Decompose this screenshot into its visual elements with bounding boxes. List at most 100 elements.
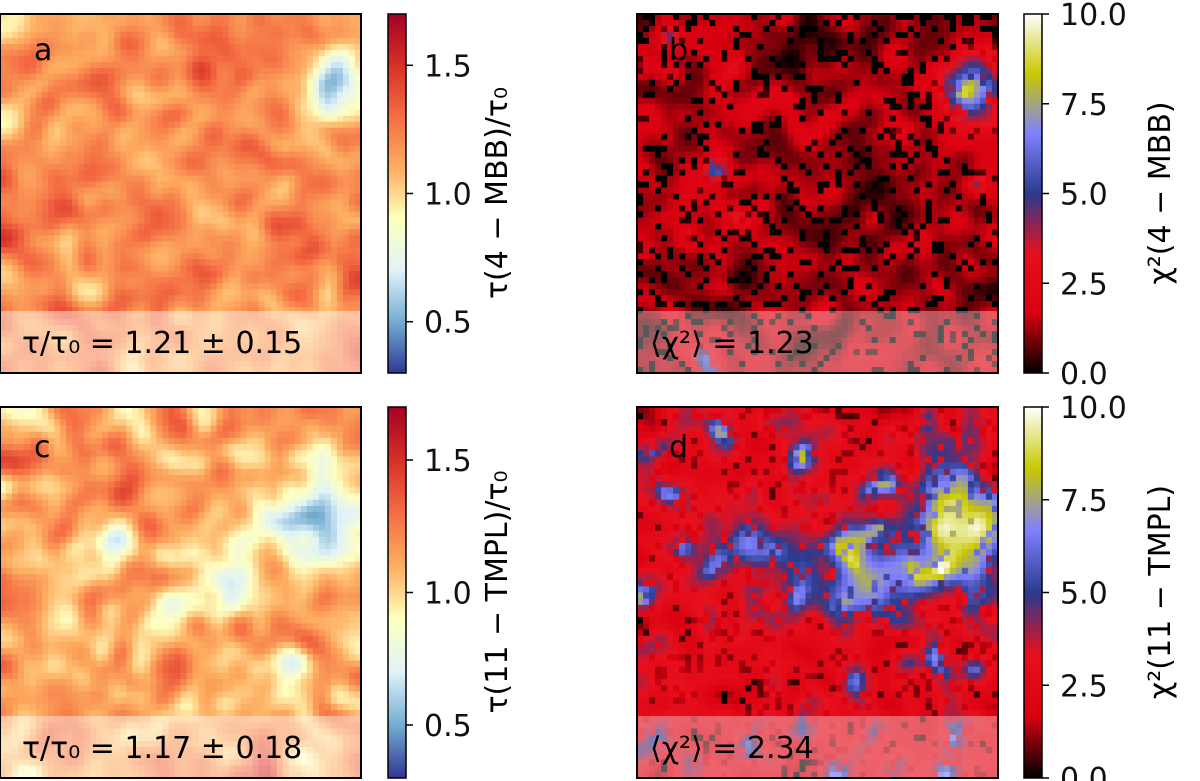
heatmap-cell — [324, 211, 332, 219]
heatmap-cell — [48, 355, 55, 362]
heatmap-cell — [72, 199, 79, 207]
heatmap-cell — [36, 43, 43, 51]
heatmap-cell — [198, 325, 206, 332]
heatmap-cell — [120, 265, 127, 272]
heatmap-cell — [324, 31, 332, 39]
heatmap-cell — [967, 55, 975, 63]
heatmap-cell — [138, 277, 145, 284]
heatmap-cell — [877, 61, 885, 69]
heatmap-cell — [180, 139, 188, 147]
heatmap-cell — [204, 295, 212, 302]
heatmap-cell — [210, 241, 218, 248]
heatmap-cell — [330, 91, 338, 99]
heatmap-cell — [234, 73, 242, 81]
heatmap-cell — [60, 301, 67, 308]
heatmap-cell — [144, 97, 152, 105]
heatmap-cell — [931, 127, 939, 135]
heatmap-cell — [871, 103, 879, 111]
heatmap-cell — [252, 133, 260, 141]
heatmap-cell — [198, 85, 206, 93]
heatmap-cell — [288, 97, 296, 105]
heatmap-cell — [12, 253, 19, 260]
heatmap-cell — [18, 307, 25, 314]
heatmap-cell — [162, 211, 170, 219]
heatmap-cell — [78, 163, 85, 171]
heatmap-cell — [294, 319, 302, 326]
heatmap-cell — [258, 217, 266, 225]
heatmap-cell — [126, 271, 133, 278]
heatmap-cell — [192, 61, 200, 69]
heatmap-cell — [667, 127, 674, 135]
heatmap-cell — [18, 301, 25, 308]
heatmap-cell — [36, 367, 43, 374]
heatmap-cell — [330, 319, 338, 326]
heatmap-cell — [709, 19, 716, 27]
heatmap-cell — [144, 145, 152, 153]
heatmap-cell — [276, 367, 284, 374]
heatmap-cell — [144, 163, 152, 171]
heatmap-cell — [258, 295, 266, 302]
heatmap-cell — [30, 181, 37, 189]
heatmap-cell — [108, 19, 115, 27]
heatmap-cell — [6, 73, 13, 81]
heatmap-cell — [162, 109, 170, 117]
heatmap-cell — [210, 61, 218, 69]
heatmap-cell — [973, 55, 981, 63]
heatmap-cell — [949, 139, 957, 147]
heatmap-cell — [36, 301, 43, 308]
heatmap-cell — [643, 31, 650, 39]
heatmap-cell — [961, 19, 969, 27]
heatmap-cell — [901, 103, 909, 111]
heatmap-cell — [270, 349, 278, 356]
heatmap-cell — [120, 37, 127, 45]
heatmap-cell — [90, 313, 97, 320]
heatmap-cell — [727, 19, 734, 27]
heatmap-cell — [96, 25, 103, 33]
heatmap-cell — [156, 199, 164, 207]
heatmap-cell — [144, 139, 152, 147]
heatmap-cell — [30, 55, 37, 63]
heatmap-cell — [931, 67, 939, 75]
heatmap-cell — [312, 157, 320, 165]
heatmap-cell — [745, 25, 752, 33]
heatmap-cell — [288, 199, 296, 207]
heatmap-cell — [294, 361, 302, 368]
heatmap-cell — [198, 187, 206, 195]
heatmap-cell — [168, 145, 176, 153]
heatmap-cell — [84, 25, 91, 33]
heatmap-cell — [342, 367, 350, 374]
heatmap-cell — [354, 349, 362, 356]
heatmap-cell — [264, 121, 272, 129]
heatmap-cell — [781, 127, 789, 135]
heatmap-cell — [258, 283, 266, 290]
heatmap-cell — [847, 67, 855, 75]
heatmap-cell — [288, 265, 296, 272]
heatmap-cell — [144, 19, 152, 27]
heatmap-cell — [306, 355, 314, 362]
heatmap-cell — [823, 73, 831, 81]
heatmap-cell — [102, 325, 109, 332]
heatmap-cell — [925, 109, 933, 117]
heatmap-cell — [102, 31, 109, 39]
heatmap-cell — [174, 157, 182, 165]
heatmap-cell — [66, 49, 73, 57]
heatmap-cell — [781, 85, 789, 93]
heatmap-cell — [859, 55, 867, 63]
heatmap-cell — [54, 61, 61, 69]
heatmap-cell — [162, 343, 170, 350]
heatmap-cell — [198, 145, 206, 153]
heatmap-cell — [667, 139, 674, 147]
heatmap-cell — [348, 14, 356, 21]
heatmap-cell — [204, 67, 212, 75]
heatmap-cell — [96, 55, 103, 63]
heatmap-cell — [330, 253, 338, 260]
heatmap-cell — [84, 73, 91, 81]
heatmap-cell — [108, 61, 115, 69]
heatmap-cell — [841, 25, 849, 33]
heatmap-cell — [252, 343, 260, 350]
heatmap-cell — [835, 55, 843, 63]
heatmap-cell — [90, 133, 97, 141]
heatmap-cell — [276, 247, 284, 254]
heatmap-cell — [901, 115, 909, 123]
heatmap-cell — [96, 121, 103, 129]
